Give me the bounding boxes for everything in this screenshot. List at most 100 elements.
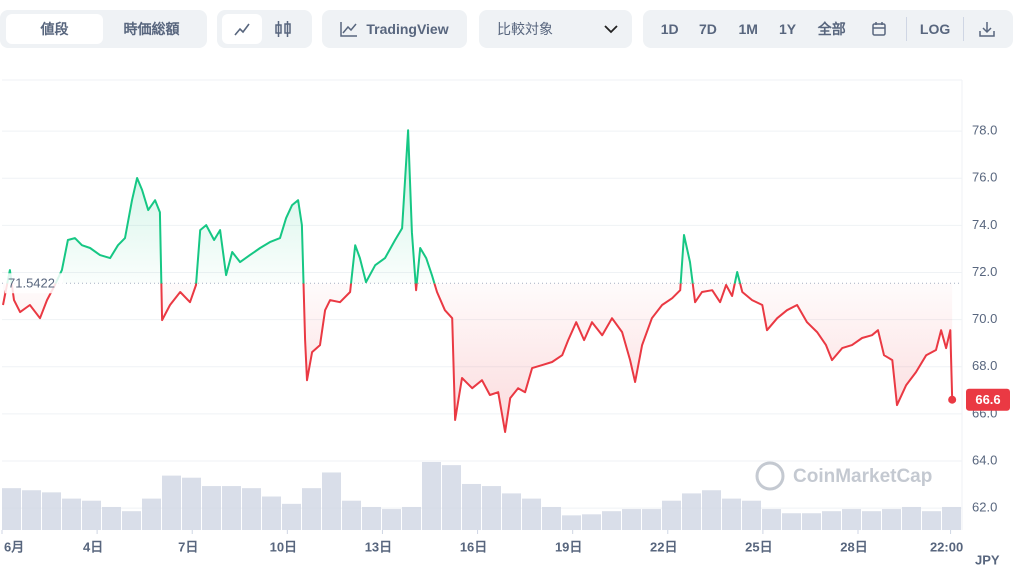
volume-bar bbox=[2, 488, 21, 530]
volume-bar bbox=[642, 509, 661, 530]
range-button[interactable]: 7D bbox=[699, 21, 717, 37]
volume-bar bbox=[762, 509, 781, 530]
y-tick-label: 64.0 bbox=[972, 452, 997, 467]
volume-bar bbox=[162, 475, 181, 530]
y-tick-label: 76.0 bbox=[972, 170, 997, 185]
reference-label-bg bbox=[5, 273, 63, 294]
currency-label: JPY bbox=[975, 552, 1000, 567]
y-tick-label: 72.0 bbox=[972, 264, 997, 279]
x-tick-label: 7日 bbox=[178, 539, 198, 554]
volume-bar bbox=[102, 506, 121, 530]
volume-bar bbox=[842, 509, 861, 530]
download-button[interactable] bbox=[970, 14, 1005, 44]
volume-bar bbox=[282, 503, 301, 530]
volume-bar bbox=[62, 498, 81, 530]
line-chart-button[interactable] bbox=[222, 14, 262, 44]
volume-bar bbox=[122, 511, 141, 530]
tradingview-button[interactable]: TradingView bbox=[322, 10, 467, 48]
volume-bar bbox=[742, 500, 761, 530]
volume-bar bbox=[422, 462, 441, 530]
volume-bar bbox=[562, 515, 581, 530]
volume-bar bbox=[782, 513, 801, 530]
y-tick-label: 70.0 bbox=[972, 311, 997, 326]
volume-bar bbox=[142, 498, 161, 530]
volume-bar bbox=[242, 488, 261, 530]
reference-label: 71.5422 bbox=[8, 276, 55, 291]
range-button[interactable]: 1Y bbox=[778, 21, 797, 37]
volume-bar bbox=[582, 514, 601, 530]
x-tick-label: 28日 bbox=[840, 539, 867, 554]
volume-bar bbox=[182, 477, 201, 530]
volume-bar bbox=[322, 472, 341, 530]
volume-bar bbox=[702, 490, 721, 530]
y-tick-label: 62.0 bbox=[972, 500, 997, 515]
volume-bar bbox=[602, 511, 621, 530]
price-line bbox=[2, 129, 954, 433]
last-price-badge bbox=[966, 388, 1010, 411]
volume-bar bbox=[482, 486, 501, 530]
volume-bar bbox=[462, 483, 481, 530]
range-button[interactable]: 1D bbox=[660, 21, 679, 37]
volume-bar bbox=[382, 509, 401, 530]
range-button[interactable]: 1M bbox=[738, 21, 758, 37]
x-tick-label: 22:00 bbox=[930, 539, 963, 554]
volume-bar bbox=[522, 498, 541, 530]
volume-bar bbox=[862, 511, 881, 530]
y-tick-label: 78.0 bbox=[972, 123, 997, 138]
download-icon bbox=[979, 22, 996, 37]
volume-bar bbox=[222, 486, 241, 530]
price-type-toggle: 値段 時価総額 bbox=[0, 10, 207, 48]
last-price-label: 66.6 bbox=[975, 392, 1000, 407]
volume-bar bbox=[822, 511, 841, 530]
y-tick-label: 68.0 bbox=[972, 358, 997, 373]
volume-bar bbox=[402, 506, 421, 530]
volume-bar bbox=[502, 493, 521, 530]
x-tick-label: 6月 bbox=[4, 539, 24, 554]
volume-bar bbox=[922, 511, 941, 530]
volume-bar bbox=[882, 509, 901, 530]
log-button[interactable]: LOG bbox=[919, 21, 951, 37]
y-tick-label: 74.0 bbox=[972, 217, 997, 232]
volume-bar bbox=[22, 490, 41, 530]
x-tick-label: 19日 bbox=[555, 539, 582, 554]
candle-icon bbox=[275, 21, 291, 37]
x-tick-label: 25日 bbox=[745, 539, 772, 554]
price-button[interactable]: 値段 bbox=[6, 14, 103, 44]
watermark-text: CoinMarketCap bbox=[793, 466, 932, 487]
x-tick-label: 16日 bbox=[460, 539, 487, 554]
volume-bar bbox=[362, 506, 381, 530]
volume-bar bbox=[722, 498, 741, 530]
divider bbox=[962, 17, 964, 41]
calendar-button[interactable] bbox=[857, 14, 900, 44]
volume-bar bbox=[42, 492, 61, 530]
watermark-logo bbox=[755, 461, 785, 491]
volume-bar bbox=[82, 500, 101, 530]
volume-bar bbox=[342, 500, 361, 530]
compare-label: 比較対象 bbox=[497, 21, 553, 37]
volume-bar bbox=[442, 465, 461, 530]
range-button[interactable]: 全部 bbox=[817, 21, 846, 37]
market-cap-button[interactable]: 時価総額 bbox=[123, 21, 180, 37]
volume-bar bbox=[942, 506, 961, 530]
volume-bar bbox=[662, 500, 681, 530]
tradingview-label: TradingView bbox=[366, 21, 449, 37]
range-toolbar: 1D 7D 1M 1Y 全部 LOG bbox=[643, 10, 1013, 48]
x-tick-label: 10日 bbox=[270, 539, 297, 554]
divider bbox=[906, 17, 908, 41]
compare-dropdown[interactable]: 比較対象 bbox=[479, 10, 632, 48]
volume-bar bbox=[682, 493, 701, 530]
line-icon bbox=[234, 23, 250, 36]
candle-chart-button[interactable] bbox=[262, 14, 304, 44]
volume-bar bbox=[902, 506, 921, 530]
x-tick-label: 13日 bbox=[365, 539, 392, 554]
volume-bar bbox=[302, 488, 321, 530]
x-tick-label: 22日 bbox=[650, 539, 677, 554]
calendar-icon bbox=[872, 22, 886, 36]
volume-bar bbox=[622, 509, 641, 530]
volume-bar bbox=[542, 506, 561, 530]
chevron-icon bbox=[604, 25, 618, 34]
volume-bar bbox=[802, 513, 821, 530]
volume-bar bbox=[202, 486, 221, 530]
